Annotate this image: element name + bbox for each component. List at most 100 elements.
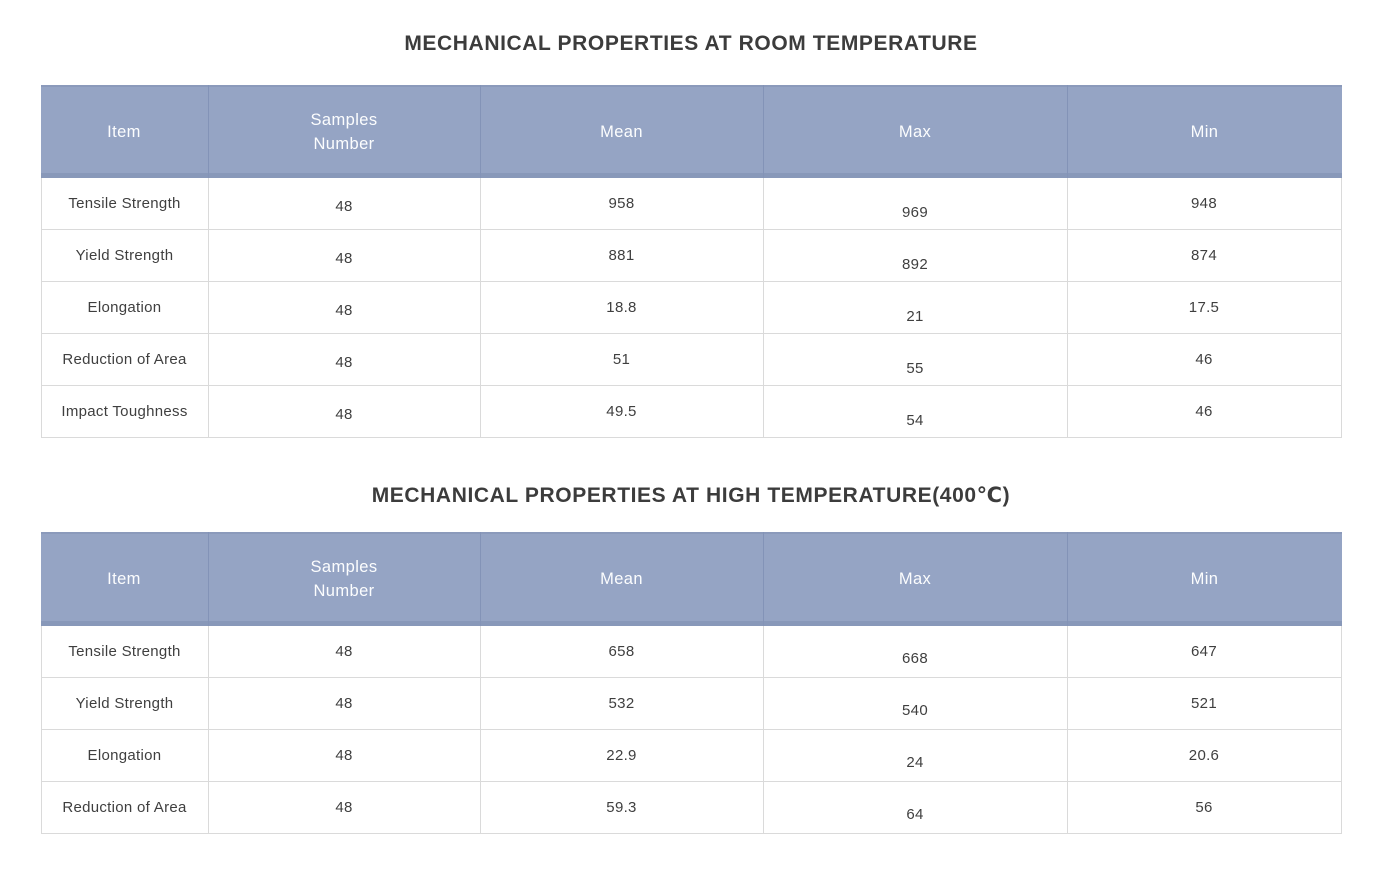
cell-value: 958	[608, 195, 635, 212]
value-cell: 56	[1067, 782, 1342, 834]
cell-value: 969	[902, 204, 928, 221]
cell-value: 49.5	[606, 403, 637, 420]
cell-value: 64	[906, 806, 924, 823]
table-header: Item Samples Number Mean Max Min	[40, 85, 1342, 178]
table-row: Reduction of Area 48 59.3 64 56	[40, 782, 1342, 834]
value-cell: 48	[208, 230, 481, 282]
row-label: Reduction of Area	[62, 799, 187, 816]
cell-value: 48	[335, 302, 353, 319]
column-header-samples-number: Samples Number	[208, 85, 481, 178]
row-label-cell: Yield Strength	[40, 678, 209, 730]
row-label-cell: Reduction of Area	[40, 334, 209, 386]
value-cell: 22.9	[480, 730, 764, 782]
table-row: Yield Strength 48 881 892 874	[40, 230, 1342, 282]
cell-value: 21	[906, 308, 924, 325]
row-label: Tensile Strength	[68, 195, 181, 212]
cell-value: 658	[608, 643, 635, 660]
value-cell: 46	[1067, 386, 1342, 438]
room-temperature-section: MECHANICAL PROPERTIES AT ROOM TEMPERATUR…	[40, 31, 1342, 438]
high-temperature-table: Item Samples Number Mean Max Min Tensile Str…	[40, 532, 1342, 834]
column-header-max: Max	[763, 532, 1068, 626]
value-cell: 48	[208, 386, 481, 438]
cell-value: 54	[906, 412, 924, 429]
value-cell: 54	[763, 386, 1068, 438]
value-cell: 59.3	[480, 782, 764, 834]
value-cell: 51	[480, 334, 764, 386]
room-temperature-table: Item Samples Number Mean Max Min Tensile Str…	[40, 85, 1342, 438]
cell-value: 48	[335, 198, 353, 215]
column-header-min: Min	[1067, 532, 1342, 626]
cell-value: 892	[902, 256, 928, 273]
cell-value: 46	[1195, 403, 1213, 420]
cell-value: 647	[1191, 643, 1217, 660]
value-cell: 24	[763, 730, 1068, 782]
value-cell: 532	[480, 678, 764, 730]
value-cell: 881	[480, 230, 764, 282]
cell-value: 22.9	[606, 747, 637, 764]
cell-value: 17.5	[1188, 299, 1220, 316]
cell-value: 20.6	[1188, 747, 1220, 764]
row-label: Impact Toughness	[61, 403, 188, 420]
cell-value: 46	[1195, 351, 1213, 368]
cell-value: 874	[1191, 247, 1217, 264]
cell-value: 59.3	[606, 799, 637, 816]
cell-value: 540	[902, 702, 928, 719]
value-cell: 48	[208, 334, 481, 386]
cell-value: 48	[335, 406, 353, 423]
value-cell: 948	[1067, 178, 1342, 230]
cell-value: 532	[608, 695, 635, 712]
page: MECHANICAL PROPERTIES AT ROOM TEMPERATUR…	[40, 31, 1342, 834]
cell-value: 48	[335, 747, 353, 764]
row-label-cell: Tensile Strength	[40, 178, 209, 230]
row-label-cell: Yield Strength	[40, 230, 209, 282]
value-cell: 49.5	[480, 386, 764, 438]
cell-value: 24	[906, 754, 924, 771]
row-label: Elongation	[87, 747, 162, 764]
value-cell: 521	[1067, 678, 1342, 730]
table-row: Yield Strength 48 532 540 521	[40, 678, 1342, 730]
cell-value: 521	[1191, 695, 1217, 712]
table-row: Tensile Strength 48 658 668 647	[40, 626, 1342, 678]
header-row: Item Samples Number Mean Max Min	[40, 532, 1342, 626]
value-cell: 892	[763, 230, 1068, 282]
value-cell: 48	[208, 782, 481, 834]
cell-value: 51	[612, 351, 631, 368]
row-label-cell: Elongation	[40, 282, 209, 334]
cell-value: 48	[335, 354, 353, 371]
row-label: Tensile Strength	[68, 643, 181, 660]
table-body: Tensile Strength 48 658 668 647 Yield Strengt…	[40, 626, 1342, 834]
cell-value: 56	[1195, 799, 1213, 816]
high-temperature-section: MECHANICAL PROPERTIES AT HIGH TEMPERATUR…	[40, 483, 1342, 834]
table-row: Tensile Strength 48 958 969 948	[40, 178, 1342, 230]
column-header-mean: Mean	[480, 532, 764, 626]
value-cell: 48	[208, 282, 481, 334]
table-body: Tensile Strength 48 958 969 948 Yield Strengt…	[40, 178, 1342, 438]
row-label-cell: Impact Toughness	[40, 386, 209, 438]
cell-value: 948	[1191, 195, 1217, 212]
column-header-item: Item	[40, 532, 209, 626]
column-header-max: Max	[763, 85, 1068, 178]
high-temperature-title: MECHANICAL PROPERTIES AT HIGH TEMPERATUR…	[371, 484, 1011, 507]
row-label: Yield Strength	[75, 695, 174, 712]
row-label: Reduction of Area	[62, 351, 187, 368]
table-row: Elongation 48 18.8 21 17.5	[40, 282, 1342, 334]
value-cell: 64	[763, 782, 1068, 834]
cell-value: 48	[335, 643, 353, 660]
value-cell: 18.8	[480, 282, 764, 334]
cell-value: 881	[608, 247, 635, 264]
row-label-cell: Tensile Strength	[40, 626, 209, 678]
cell-value: 48	[335, 799, 353, 816]
value-cell: 46	[1067, 334, 1342, 386]
table-row: Impact Toughness 48 49.5 54 46	[40, 386, 1342, 438]
value-cell: 55	[763, 334, 1068, 386]
row-label: Elongation	[87, 299, 162, 316]
value-cell: 21	[763, 282, 1068, 334]
column-header-mean: Mean	[480, 85, 764, 178]
cell-value: 48	[335, 695, 353, 712]
row-label-cell: Elongation	[40, 730, 209, 782]
value-cell: 658	[480, 626, 764, 678]
cell-value: 668	[902, 650, 928, 667]
value-cell: 48	[208, 626, 481, 678]
row-label: Yield Strength	[75, 247, 174, 264]
row-label-cell: Reduction of Area	[40, 782, 209, 834]
